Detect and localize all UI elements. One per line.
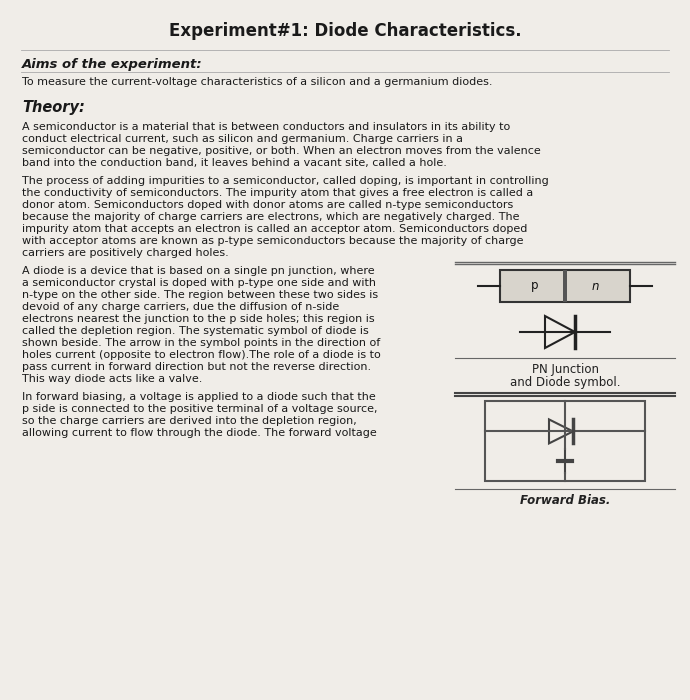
Text: n: n [591,279,599,293]
Text: Experiment#1: Diode Characteristics.: Experiment#1: Diode Characteristics. [168,22,522,40]
Text: called the depletion region. The systematic symbol of diode is: called the depletion region. The systema… [22,326,368,336]
Text: p: p [531,279,539,293]
Text: band into the conduction band, it leaves behind a vacant site, called a hole.: band into the conduction band, it leaves… [22,158,447,168]
Text: donor atom. Semiconductors doped with donor atoms are called n-type semiconducto: donor atom. Semiconductors doped with do… [22,200,513,210]
Text: a semiconductor crystal is doped with p-type one side and with: a semiconductor crystal is doped with p-… [22,278,376,288]
Text: and Diode symbol.: and Diode symbol. [510,376,620,389]
Text: Theory:: Theory: [22,100,85,115]
Text: Forward Bias.: Forward Bias. [520,494,610,507]
Bar [563,270,567,302]
Text: To measure the current-voltage characteristics of a silicon and a germanium diod: To measure the current-voltage character… [22,77,493,87]
Text: conduct electrical current, such as silicon and germanium. Charge carriers in a: conduct electrical current, such as sili… [22,134,463,144]
Text: electrons nearest the junction to the p side holes; this region is: electrons nearest the junction to the p … [22,314,375,324]
Text: A diode is a device that is based on a single pn junction, where: A diode is a device that is based on a s… [22,266,375,276]
Text: so the charge carriers are derived into the depletion region,: so the charge carriers are derived into … [22,416,357,426]
Text: devoid of any charge carriers, due the diffusion of n-side: devoid of any charge carriers, due the d… [22,302,339,312]
Text: carriers are positively charged holes.: carriers are positively charged holes. [22,248,229,258]
Text: Aims of the experiment:: Aims of the experiment: [22,58,203,71]
Text: with acceptor atoms are known as p-type semiconductors because the majority of c: with acceptor atoms are known as p-type … [22,236,524,246]
Text: This way diode acts like a valve.: This way diode acts like a valve. [22,374,202,384]
Text: the conductivity of semiconductors. The impurity atom that gives a free electron: the conductivity of semiconductors. The … [22,188,533,198]
Text: p side is connected to the positive terminal of a voltage source,: p side is connected to the positive term… [22,404,377,414]
Text: pass current in forward direction but not the reverse direction.: pass current in forward direction but no… [22,362,371,372]
Text: PN Junction: PN Junction [531,363,598,376]
Text: allowing current to flow through the diode. The forward voltage: allowing current to flow through the dio… [22,428,377,438]
Text: holes current (opposite to electron flow).The role of a diode is to: holes current (opposite to electron flow… [22,350,381,360]
Bar [500,270,630,302]
Text: In forward biasing, a voltage is applied to a diode such that the: In forward biasing, a voltage is applied… [22,392,376,402]
Bar [485,401,645,481]
Text: The process of adding impurities to a semiconductor, called doping, is important: The process of adding impurities to a se… [22,176,549,186]
Text: impurity atom that accepts an electron is called an acceptor atom. Semiconductor: impurity atom that accepts an electron i… [22,224,527,234]
Text: because the majority of charge carriers are electrons, which are negatively char: because the majority of charge carriers … [22,212,520,222]
Text: n-type on the other side. The region between these two sides is: n-type on the other side. The region bet… [22,290,378,300]
Text: A semiconductor is a material that is between conductors and insulators in its a: A semiconductor is a material that is be… [22,122,510,132]
Text: shown beside. The arrow in the symbol points in the direction of: shown beside. The arrow in the symbol po… [22,338,380,348]
Text: semiconductor can be negative, positive, or both. When an electron moves from th: semiconductor can be negative, positive,… [22,146,541,156]
